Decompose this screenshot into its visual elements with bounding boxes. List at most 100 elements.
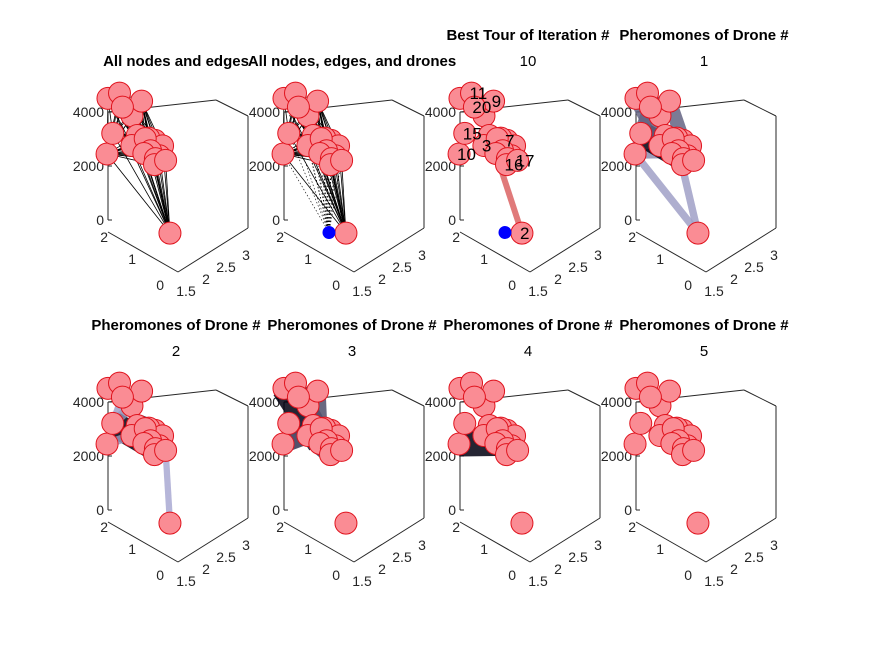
node-marker — [158, 511, 182, 535]
node-marker — [330, 438, 354, 462]
node-marker — [334, 221, 358, 245]
drone-marker — [322, 226, 336, 240]
node-label: 15 — [463, 124, 482, 143]
node-marker — [623, 432, 647, 456]
y-tick-label: 0 — [156, 277, 164, 293]
y-tick-label: 1 — [656, 251, 664, 267]
z-tick-label: 4000 — [425, 104, 456, 120]
z-tick-label: 4000 — [249, 104, 280, 120]
x-axis-line — [353, 517, 425, 563]
y-axis-line — [459, 521, 531, 563]
x-tick-label: 2.5 — [392, 549, 412, 565]
z-tick-label: 2000 — [73, 158, 104, 174]
node-marker — [686, 221, 710, 245]
subplot-grid: All nodes and edges0200040000121.522.53A… — [73, 27, 789, 589]
node-marker — [95, 142, 119, 166]
x-tick-label: 2.5 — [568, 259, 588, 275]
node-marker — [658, 379, 682, 403]
y-tick-label: 0 — [684, 567, 692, 583]
panel-title: All nodes and edges — [103, 53, 249, 70]
y-tick-label: 0 — [508, 567, 516, 583]
x-tick-label: 2 — [554, 561, 562, 577]
node-marker — [510, 511, 534, 535]
node-marker — [154, 438, 178, 462]
node-marker — [638, 95, 662, 119]
subplot-6: Pheromones of Drone # 3 0 2000 4000 0 1 2 1.5 2 2.… — [249, 317, 437, 589]
panel-subtitle: 2 — [172, 343, 180, 360]
node-label: 16 — [504, 156, 523, 175]
z-tick-label: 2000 — [601, 448, 632, 464]
panel-subtitle: 3 — [348, 343, 356, 360]
subplot-1: All nodes and edges 0 2000 4000 0 1 2 1.5 2 2.5 3 — [73, 53, 250, 299]
drone-edge — [298, 107, 330, 233]
y-axis-line — [459, 231, 531, 273]
panel-title: Pheromones of Drone # — [91, 317, 261, 334]
x-tick-label: 2 — [730, 561, 738, 577]
z-tick-label: 0 — [272, 502, 280, 518]
node-group — [447, 371, 534, 535]
node-label: 17 — [516, 151, 535, 170]
z-tick-label: 0 — [272, 212, 280, 228]
x-tick-label: 3 — [770, 247, 778, 263]
y-axis-line — [107, 231, 179, 273]
x-tick-label: 3 — [770, 537, 778, 553]
panel-subtitle: 1 — [700, 53, 708, 70]
box-top-right-edge — [391, 99, 425, 117]
z-tick-label: 2000 — [425, 448, 456, 464]
edge — [165, 160, 171, 234]
x-tick-label: 1.5 — [704, 283, 724, 299]
panel-title: Pheromones of Drone # — [619, 317, 789, 334]
pheromone-trail — [162, 450, 174, 524]
panel-title: All nodes, edges, and drones — [248, 53, 456, 70]
z-tick-label: 4000 — [601, 104, 632, 120]
edge — [106, 153, 171, 234]
node-label: 20 — [472, 98, 491, 117]
box-top-right-edge — [215, 99, 249, 117]
node-marker — [277, 411, 301, 435]
node-marker — [623, 142, 647, 166]
drone-edge — [319, 153, 330, 233]
z-tick-label: 4000 — [249, 394, 280, 410]
node-marker — [101, 411, 125, 435]
x-axis-line — [529, 227, 601, 273]
y-tick-label: 2 — [100, 519, 108, 535]
y-tick-label: 1 — [656, 541, 664, 557]
node-marker — [447, 432, 471, 456]
x-tick-label: 2 — [202, 271, 210, 287]
z-tick-label: 0 — [448, 502, 456, 518]
panel-subtitle: 4 — [524, 343, 532, 360]
x-axis-line — [353, 227, 425, 273]
node-marker — [453, 121, 477, 145]
node-marker — [286, 385, 310, 409]
node-marker — [334, 511, 358, 535]
node-group — [271, 371, 358, 535]
x-tick-label: 3 — [594, 247, 602, 263]
z-tick-label: 4000 — [73, 394, 104, 410]
subplot-8: Pheromones of Drone # 5 0 2000 4000 0 1 2 1.5 2 2.… — [601, 317, 789, 589]
y-tick-label: 2 — [452, 229, 460, 245]
y-tick-label: 0 — [332, 277, 340, 293]
panel-subtitle: 10 — [520, 53, 537, 70]
x-tick-label: 3 — [418, 247, 426, 263]
x-tick-label: 1.5 — [528, 283, 548, 299]
node-marker — [158, 221, 182, 245]
x-tick-label: 2 — [202, 561, 210, 577]
z-tick-label: 4000 — [425, 394, 456, 410]
node-group — [95, 371, 182, 535]
y-tick-label: 0 — [684, 277, 692, 293]
node-marker — [110, 95, 134, 119]
node-marker — [286, 95, 310, 119]
node-marker — [658, 89, 682, 113]
x-tick-label: 2.5 — [216, 259, 236, 275]
y-tick-label: 1 — [128, 541, 136, 557]
y-axis-line — [635, 231, 707, 273]
x-tick-label: 2 — [554, 271, 562, 287]
node-marker — [330, 148, 354, 172]
x-tick-label: 2.5 — [744, 549, 764, 565]
x-tick-label: 2 — [378, 561, 386, 577]
y-tick-label: 1 — [304, 541, 312, 557]
z-tick-label: 0 — [96, 502, 104, 518]
node-marker — [638, 385, 662, 409]
x-tick-label: 3 — [242, 537, 250, 553]
box-top-right-edge — [567, 99, 601, 117]
